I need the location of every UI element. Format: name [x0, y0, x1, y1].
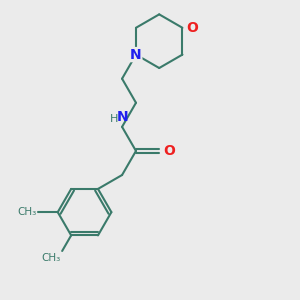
Text: CH₃: CH₃ — [41, 253, 61, 262]
Text: N: N — [116, 110, 128, 124]
Text: H: H — [110, 114, 118, 124]
Text: CH₃: CH₃ — [17, 207, 37, 217]
Text: O: O — [186, 21, 198, 35]
Text: N: N — [130, 48, 142, 62]
Text: O: O — [163, 144, 175, 158]
